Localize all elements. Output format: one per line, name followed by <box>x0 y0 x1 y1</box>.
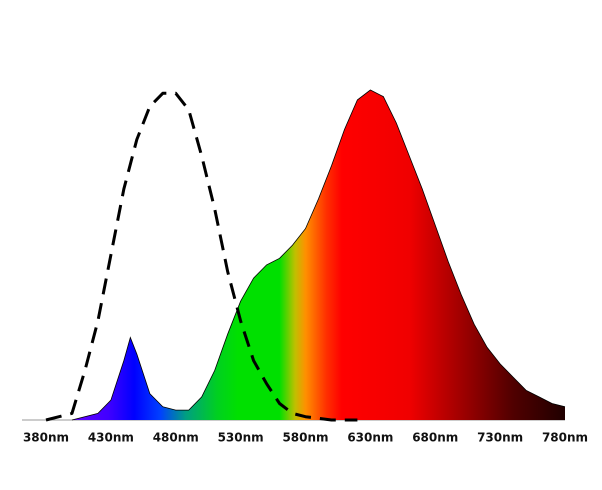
x-tick-label: 780nm <box>542 431 588 445</box>
x-tick-label: 630nm <box>347 431 393 445</box>
x-tick-label: 480nm <box>153 431 199 445</box>
x-tick-label: 430nm <box>88 431 134 445</box>
x-tick-label: 380nm <box>23 431 69 445</box>
spectrum-outline <box>71 89 566 421</box>
x-tick-label: 730nm <box>477 431 523 445</box>
x-tick-label: 580nm <box>282 431 328 445</box>
dashed-curve <box>45 91 358 422</box>
spectrum-fill <box>71 90 565 420</box>
x-tick-label: 680nm <box>412 431 458 445</box>
x-tick-label: 530nm <box>218 431 264 445</box>
